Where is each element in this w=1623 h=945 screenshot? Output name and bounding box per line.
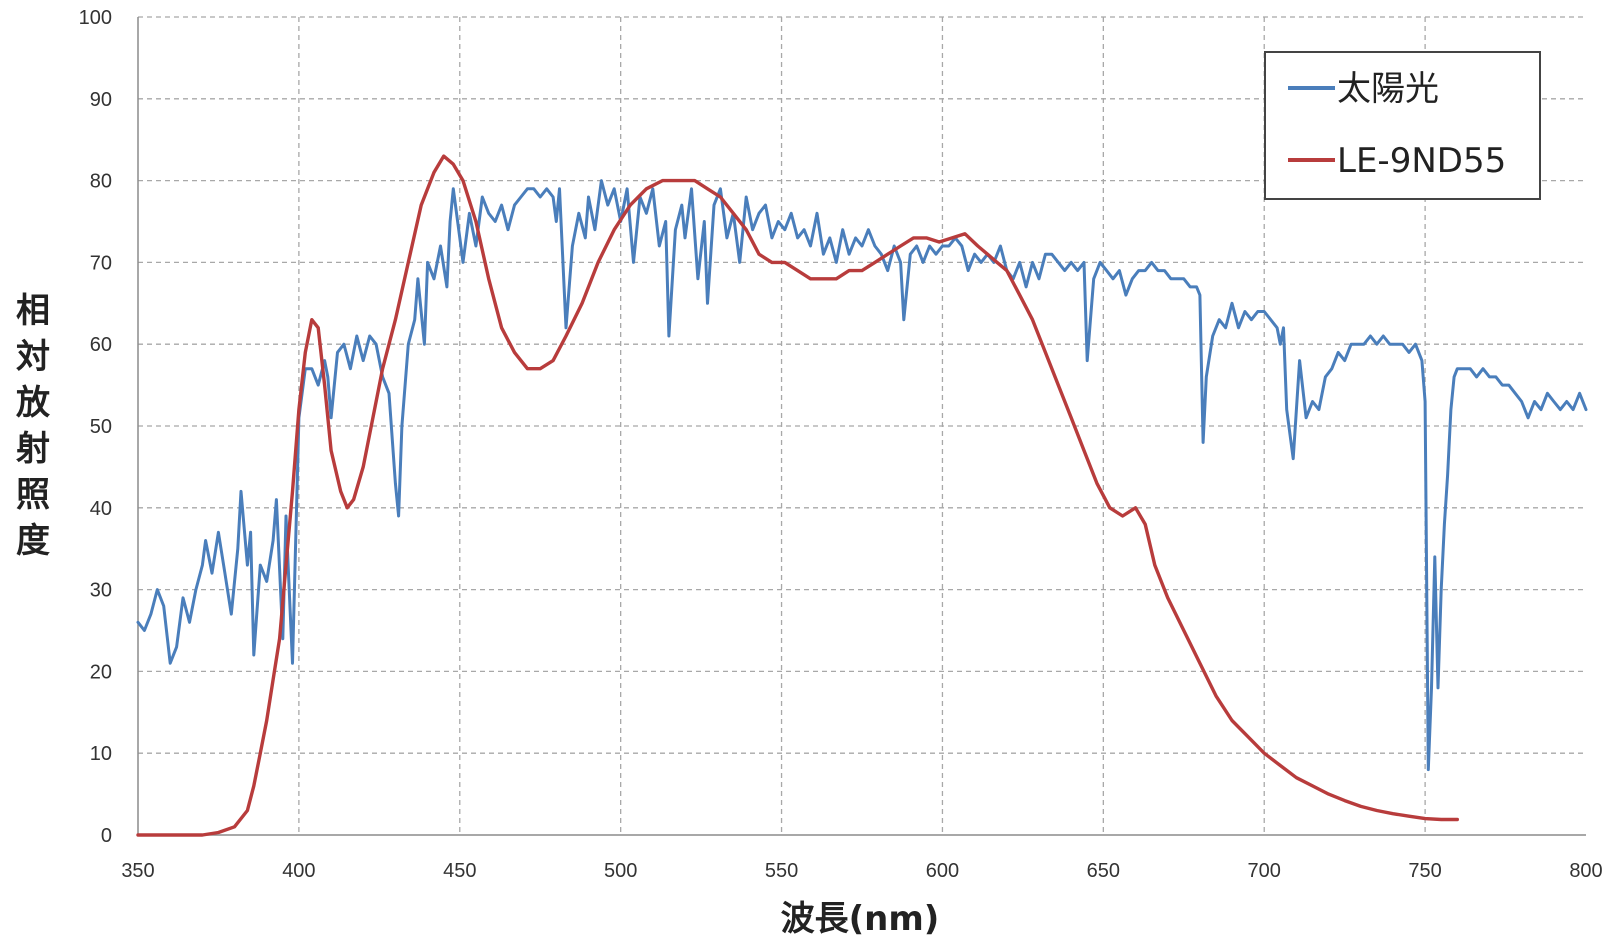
legend: 太陽光 LE-9ND55: [1264, 51, 1541, 200]
x-tick-label: 700: [1248, 860, 1281, 882]
y-tick-label: 90: [90, 89, 112, 111]
x-axis-title: 波長(nm): [781, 899, 940, 939]
series-lines: [136, 154, 1588, 837]
y-tick-label: 100: [79, 7, 112, 29]
x-tick-label: 750: [1408, 860, 1441, 882]
x-tick-label: 350: [121, 860, 154, 882]
y-axis-title-char: 射: [16, 429, 50, 469]
x-tick-label: 550: [765, 860, 798, 882]
y-tick-label: 20: [90, 661, 112, 683]
x-tick-label: 500: [604, 860, 637, 882]
x-tick-label: 650: [1087, 860, 1120, 882]
legend-box: [1264, 51, 1541, 200]
x-tick-label: 600: [926, 860, 959, 882]
y-tick-label: 0: [101, 825, 112, 847]
y-tick-label: 40: [90, 498, 112, 520]
x-tick-label: 800: [1569, 860, 1602, 882]
legend-label-le9nd55: LE-9ND55: [1337, 141, 1506, 181]
y-tick-label: 30: [90, 580, 112, 602]
series-line-le9nd55: [136, 154, 1459, 837]
y-axis-title-char: 照: [16, 475, 50, 515]
legend-label-sunlight: 太陽光: [1337, 69, 1439, 109]
y-tick-label: 80: [90, 171, 112, 193]
y-tick-label: 50: [90, 416, 112, 438]
y-axis-title-char: 対: [16, 337, 50, 377]
axes: [137, 17, 1586, 836]
tick-labels: 350 400 450 500 550 600 650 700 750 800 0 10 20 30 40 5…: [79, 7, 1603, 882]
y-axis-title-char: 度: [16, 521, 50, 561]
series-line-sunlight: [136, 179, 1588, 772]
x-tick-label: 400: [282, 860, 315, 882]
y-axis-title-char: 放: [16, 383, 50, 423]
y-tick-label: 60: [90, 334, 112, 356]
y-tick-label: 10: [90, 743, 112, 765]
y-tick-label: 70: [90, 252, 112, 274]
y-axis-title-char: 相: [16, 291, 50, 331]
x-tick-label: 450: [443, 860, 476, 882]
